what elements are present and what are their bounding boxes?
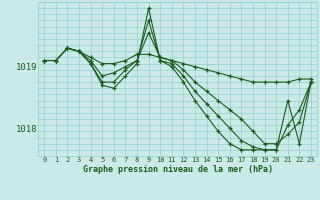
X-axis label: Graphe pression niveau de la mer (hPa): Graphe pression niveau de la mer (hPa) xyxy=(83,165,273,174)
